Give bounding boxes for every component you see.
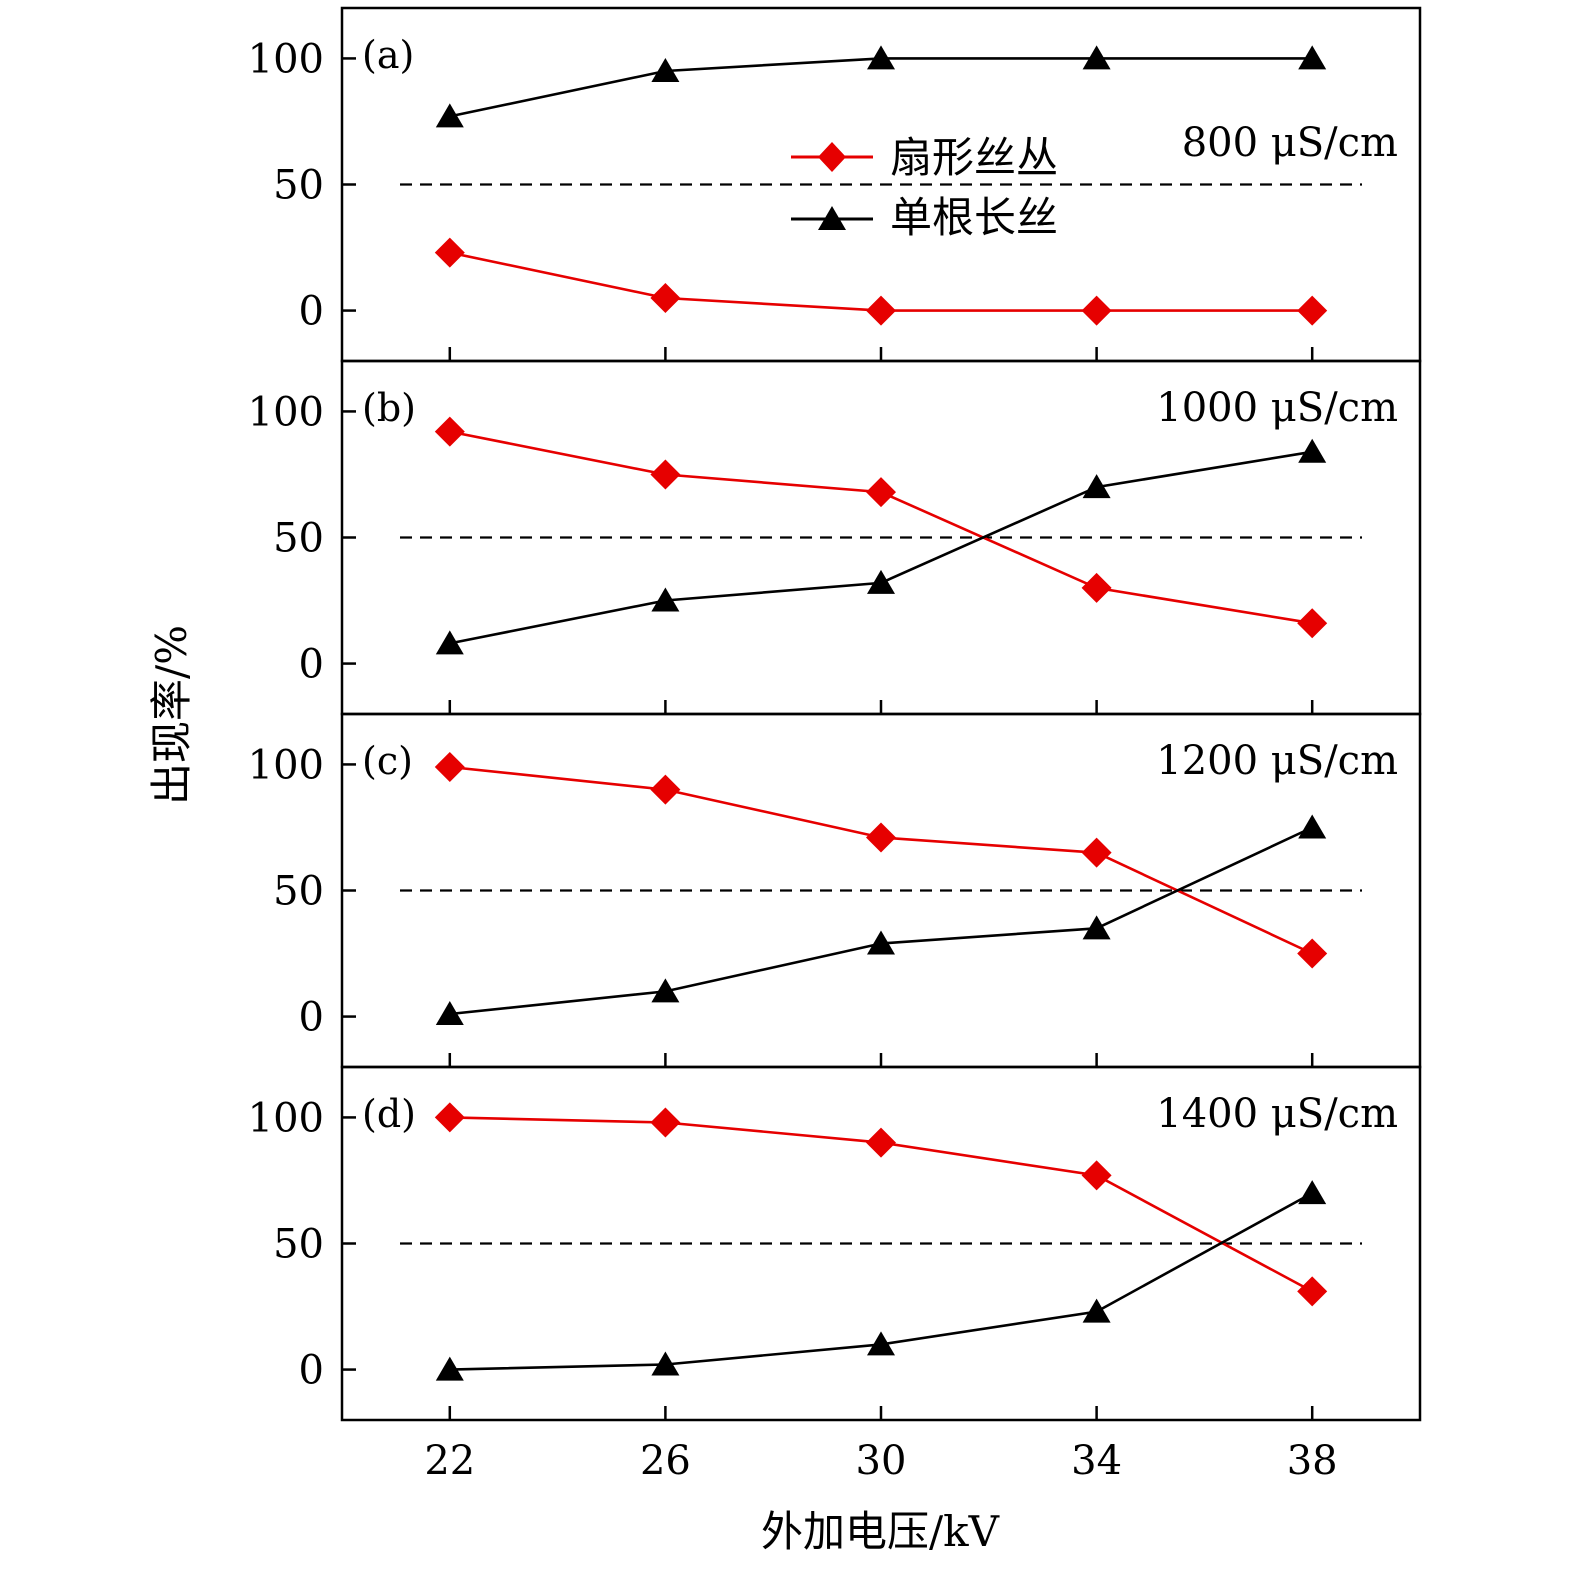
data-point-single-filament bbox=[435, 1356, 464, 1381]
data-point-single-filament bbox=[435, 103, 464, 128]
data-point-fan-filament bbox=[650, 459, 681, 490]
y-tick-label: 50 bbox=[273, 1222, 324, 1268]
legend-label-fan-filament: 扇形丝丛 bbox=[890, 133, 1058, 182]
y-tick-label: 50 bbox=[273, 163, 324, 209]
y-tick-label: 50 bbox=[273, 516, 324, 562]
x-tick-label: 30 bbox=[856, 1438, 907, 1484]
data-point-single-filament bbox=[651, 587, 680, 612]
data-point-single-filament bbox=[867, 1331, 895, 1356]
condition-label: 1000 μS/cm bbox=[1156, 385, 1398, 431]
data-point-single-filament bbox=[1298, 45, 1327, 70]
panel-label: (d) bbox=[362, 1092, 416, 1136]
data-point-fan-filament bbox=[1297, 295, 1328, 326]
data-point-fan-filament bbox=[1081, 295, 1112, 326]
data-point-single-filament bbox=[1298, 438, 1327, 463]
data-point-single-filament bbox=[867, 569, 895, 594]
data-point-fan-filament bbox=[650, 282, 681, 313]
data-point-single-filament bbox=[867, 45, 895, 70]
data-point-fan-filament bbox=[1297, 1276, 1328, 1307]
y-tick-label: 100 bbox=[248, 742, 324, 788]
data-point-single-filament bbox=[651, 1351, 680, 1376]
series-line-fan-filament bbox=[449, 430, 1313, 625]
condition-label: 1400 μS/cm bbox=[1156, 1091, 1398, 1137]
data-point-fan-filament bbox=[1081, 572, 1112, 603]
panel-label: (c) bbox=[362, 739, 413, 783]
condition-label: 800 μS/cm bbox=[1182, 120, 1398, 166]
y-tick-label: 100 bbox=[248, 1095, 324, 1141]
series-line-fan-filament bbox=[449, 765, 1313, 955]
data-point-fan-filament bbox=[1081, 1160, 1112, 1191]
y-axis-title: 出现率/% bbox=[147, 625, 196, 805]
y-tick-label: 0 bbox=[299, 289, 324, 335]
data-point-fan-filament bbox=[434, 237, 465, 268]
data-point-fan-filament bbox=[650, 774, 681, 805]
data-point-fan-filament bbox=[866, 822, 896, 853]
data-point-fan-filament bbox=[1297, 938, 1328, 969]
x-axis: 22 26 30 34 38 bbox=[424, 1438, 1337, 1484]
data-point-fan-filament bbox=[866, 477, 896, 508]
series-line-single-filament bbox=[449, 826, 1313, 1016]
x-axis-title: 外加电压/kV bbox=[761, 1507, 1000, 1556]
panel-label: (a) bbox=[362, 33, 414, 77]
data-point-fan-filament bbox=[1297, 608, 1328, 639]
data-point-single-filament bbox=[651, 978, 680, 1003]
data-point-single-filament bbox=[1298, 1180, 1327, 1205]
y-tick-label: 0 bbox=[299, 1348, 324, 1394]
data-point-single-filament bbox=[435, 1001, 464, 1026]
x-tick-label: 34 bbox=[1071, 1438, 1122, 1484]
legend: 扇形丝丛 单根长丝 bbox=[791, 133, 1058, 242]
data-point-fan-filament bbox=[866, 295, 896, 326]
panel-4: 0 50 100 (d) 1400 μS/cm bbox=[248, 1065, 1422, 1422]
x-tick-label: 38 bbox=[1287, 1438, 1338, 1484]
data-point-single-filament bbox=[867, 930, 895, 955]
panels: 0 50 100 (a) 800 μS/cm 0 50 100 (b) 1000 μS/cm 0 50… bbox=[248, 6, 1422, 1422]
data-point-fan-filament bbox=[434, 751, 465, 782]
data-point-fan-filament bbox=[650, 1107, 681, 1138]
y-tick-label: 0 bbox=[299, 995, 324, 1041]
data-point-single-filament bbox=[1298, 814, 1327, 839]
condition-label: 1200 μS/cm bbox=[1156, 738, 1398, 784]
panel-3: 0 50 100 (c) 1200 μS/cm bbox=[248, 712, 1422, 1069]
y-tick-label: 100 bbox=[248, 36, 324, 82]
data-point-single-filament bbox=[435, 630, 464, 655]
panel-1: 0 50 100 (a) 800 μS/cm bbox=[248, 6, 1422, 363]
data-point-single-filament bbox=[1082, 1298, 1111, 1323]
data-point-single-filament bbox=[1082, 915, 1111, 940]
data-point-single-filament bbox=[1082, 474, 1111, 499]
x-tick-label: 26 bbox=[640, 1438, 691, 1484]
data-point-fan-filament bbox=[866, 1127, 896, 1158]
data-point-single-filament bbox=[1082, 45, 1111, 70]
data-point-single-filament bbox=[651, 58, 680, 83]
x-tick-label: 22 bbox=[424, 1438, 475, 1484]
legend-label-single-filament: 单根长丝 bbox=[890, 193, 1058, 242]
data-point-fan-filament bbox=[434, 1102, 465, 1133]
panel-label: (b) bbox=[362, 386, 416, 430]
legend-triangle-marker bbox=[818, 206, 846, 230]
data-point-fan-filament bbox=[1081, 837, 1112, 868]
data-point-fan-filament bbox=[434, 416, 465, 447]
y-tick-label: 0 bbox=[299, 642, 324, 688]
legend-diamond-marker bbox=[818, 142, 846, 172]
y-tick-label: 50 bbox=[273, 869, 324, 915]
panel-2: 0 50 100 (b) 1000 μS/cm bbox=[248, 359, 1422, 716]
y-tick-label: 100 bbox=[248, 389, 324, 435]
